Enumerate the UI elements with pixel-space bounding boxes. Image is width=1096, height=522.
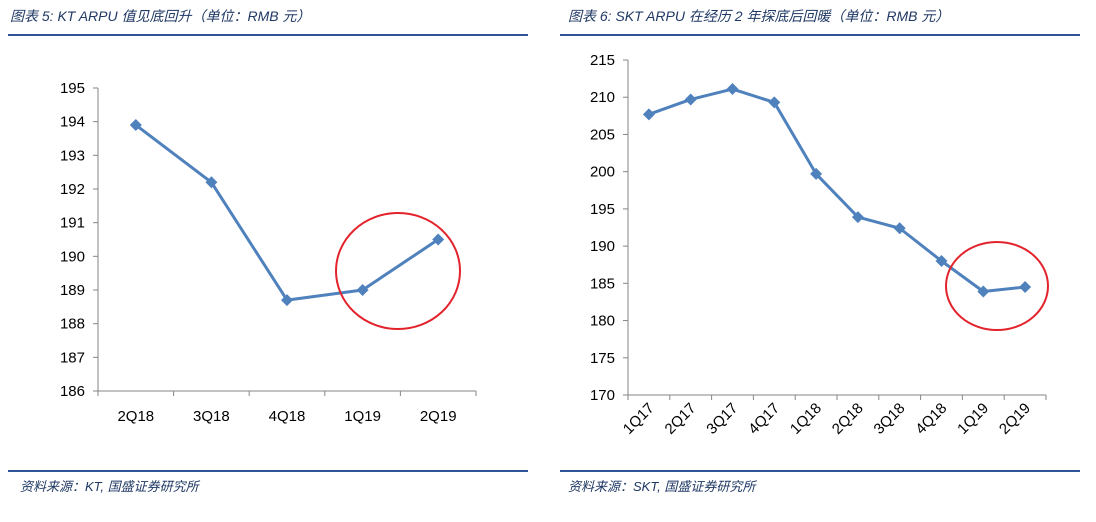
data-point-4q18 bbox=[281, 294, 293, 307]
x-tick-label: 1Q19 bbox=[344, 408, 381, 425]
series-line bbox=[648, 87, 1026, 294]
y-tick-label: 190 bbox=[60, 248, 85, 265]
x-tick-label: 3Q18 bbox=[871, 400, 909, 438]
x-tick-label: 2Q18 bbox=[117, 408, 154, 425]
data-point-3q18 bbox=[893, 222, 906, 235]
data-point-4q18 bbox=[935, 255, 948, 267]
data-point-2q18 bbox=[129, 119, 142, 132]
y-tick-label: 170 bbox=[590, 387, 615, 404]
y-tick-label: 188 bbox=[60, 316, 85, 333]
skt-bottom-rule bbox=[560, 470, 1080, 472]
data-point-1q17 bbox=[642, 108, 655, 121]
skt-highlight-circle bbox=[945, 241, 1049, 331]
x-tick-label: 4Q17 bbox=[745, 400, 783, 438]
skt-chart-title: 图表 6: SKT ARPU 在经历 2 年探底后回暖（单位：RMB 元） bbox=[568, 8, 950, 24]
skt-source-note: 资料来源：SKT, 国盛证券研究所 bbox=[568, 479, 756, 494]
data-point-3q18 bbox=[205, 176, 218, 189]
x-tick-label: 4Q18 bbox=[269, 408, 306, 425]
y-tick-label: 215 bbox=[590, 52, 615, 69]
x-tick-label: 1Q19 bbox=[954, 400, 992, 438]
y-tick-label: 193 bbox=[60, 147, 85, 164]
x-tick-label: 3Q18 bbox=[193, 408, 230, 425]
y-tick-label: 195 bbox=[60, 80, 85, 97]
x-tick-label: 2Q19 bbox=[420, 408, 457, 425]
x-tick-label: 4Q18 bbox=[912, 400, 950, 438]
data-point-1q19 bbox=[356, 284, 369, 296]
data-point-4q17 bbox=[768, 96, 781, 109]
kt-highlight-circle bbox=[335, 212, 461, 330]
y-tick-label: 195 bbox=[590, 201, 615, 218]
y-tick-label: 175 bbox=[590, 350, 615, 367]
data-point-2q19 bbox=[1019, 281, 1032, 294]
kt-bottom-rule bbox=[8, 470, 528, 472]
x-tick-label: 2Q18 bbox=[829, 400, 867, 438]
data-point-1q19 bbox=[977, 285, 990, 298]
y-tick-label: 210 bbox=[590, 89, 615, 106]
data-point-2q17 bbox=[684, 93, 697, 106]
data-point-2q18 bbox=[851, 211, 864, 224]
data-point-1q18 bbox=[810, 167, 823, 180]
y-tick-label: 191 bbox=[60, 215, 85, 232]
y-tick-label: 192 bbox=[60, 181, 85, 198]
kt-top-rule bbox=[8, 34, 528, 36]
y-tick-label: 190 bbox=[590, 238, 615, 255]
data-point-3q17 bbox=[726, 83, 739, 96]
kt-chart-title: 图表 5: KT ARPU 值见底回升（单位：RMB 元） bbox=[10, 8, 311, 24]
y-tick-label: 186 bbox=[60, 383, 85, 400]
y-tick-label: 200 bbox=[590, 164, 615, 181]
skt-top-rule bbox=[560, 34, 1080, 36]
y-tick-label: 205 bbox=[590, 126, 615, 143]
data-point-2q19 bbox=[432, 233, 445, 246]
y-tick-label: 194 bbox=[60, 114, 85, 131]
y-tick-label: 180 bbox=[590, 313, 615, 330]
kt-source-note: 资料来源：KT, 国盛证券研究所 bbox=[20, 479, 199, 494]
y-tick-label: 185 bbox=[590, 275, 615, 292]
x-tick-label: 2Q19 bbox=[996, 400, 1034, 438]
y-tick-label: 189 bbox=[60, 282, 85, 299]
x-tick-label: 1Q17 bbox=[620, 400, 658, 438]
x-tick-label: 2Q17 bbox=[662, 400, 700, 438]
x-tick-label: 3Q17 bbox=[703, 400, 741, 438]
x-tick-label: 1Q18 bbox=[787, 400, 825, 438]
kt-arpu-chart: 186 187 188 189 190 191 192 193 194 195 2Q18 3Q18 4Q… bbox=[60, 80, 477, 425]
y-tick-label: 187 bbox=[60, 349, 85, 366]
